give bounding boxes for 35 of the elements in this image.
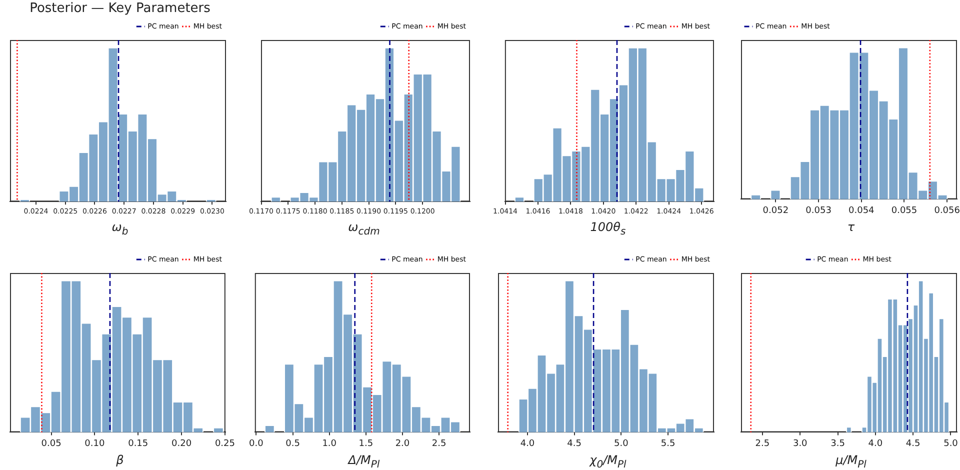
x-axis-title: β [115,452,125,468]
x-tick-label: 0.055 [891,206,918,216]
x-tick-label: 2.5 [755,438,770,449]
x-tick-label: 3.0 [792,438,808,449]
x-tick-label: 5.5 [660,438,676,449]
x-tick-label: 0.15 [128,438,148,449]
x-tick-label: 0.10 [84,438,105,449]
x-tick-label: 2.5 [432,438,446,449]
x-axis-title: μ/M$_{Pl}$ [834,452,868,470]
x-axis-title: 100θ$_{s}$ [589,219,627,240]
x-tick-label: 5.0 [614,438,629,449]
x-axis-title: ω$_{cdm}$ [347,219,381,240]
x-tick-label: 5.0 [944,438,958,449]
x-tick-label: 4.0 [520,438,535,449]
x-tick-label: 1.5 [358,438,374,449]
x-tick-label: 3.5 [830,438,845,449]
x-axis-title: τ [846,219,856,235]
x-tick-label: 1.0 [322,438,337,449]
x-tick-label: 2.0 [395,438,410,449]
x-tick-label: 0.5 [286,438,300,449]
x-axis-title: χ$_{0}$/M$_{Pl}$ [588,452,628,470]
x-tick-label: 0.054 [848,206,875,216]
x-tick-label: 4.5 [906,438,920,449]
x-tick-label: 0.05 [41,438,62,449]
x-tick-label: 0.25 [214,438,235,449]
x-tick-label: 0.053 [806,206,832,216]
x-axis-title: Δ/M$_{Pl}$ [346,452,381,470]
x-tick-label: 0.0 [249,438,264,449]
x-tick-label: 0.20 [172,438,192,449]
x-tick-label: 4.5 [567,438,582,449]
x-axis-title: ω$_{b}$ [110,219,130,240]
x-tick-label: 0.052 [762,206,789,216]
chart-title: Posterior — Key Parameters [28,1,212,16]
x-tick-label: 0.056 [934,206,960,216]
x-tick-label: 4.0 [868,438,883,449]
